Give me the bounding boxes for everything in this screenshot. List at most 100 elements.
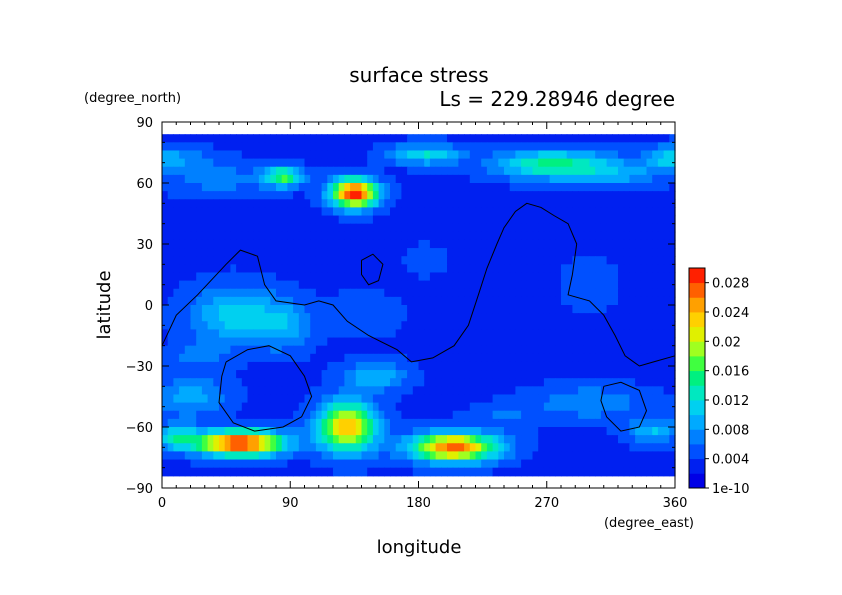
heat-cell-2385	[418, 345, 425, 355]
heat-cell-3191	[395, 418, 402, 428]
heat-cell-953	[464, 215, 471, 225]
heat-cell-472	[287, 174, 294, 184]
heat-cell-135	[418, 142, 425, 152]
heat-cell-1903	[236, 305, 243, 314]
heat-cell-685	[475, 191, 482, 200]
heat-cell-1179	[213, 239, 220, 249]
heat-cell-471	[281, 174, 288, 184]
heat-cell-3448	[321, 443, 328, 452]
heat-cell-3370	[390, 435, 397, 444]
heat-cell-2423	[635, 345, 642, 355]
heat-cell-2948	[549, 394, 556, 404]
heat-cell-2523	[179, 361, 186, 371]
heat-cell-3522	[230, 451, 237, 461]
heat-cell-550	[219, 183, 226, 192]
heat-cell-2054	[583, 313, 591, 322]
heat-cell-3689	[669, 459, 676, 469]
heat-cell-1657	[372, 280, 380, 290]
heat-cell-2707	[201, 378, 209, 387]
heat-cell-3777	[657, 467, 665, 477]
heat-cell-3034	[526, 402, 534, 412]
heat-cell-799	[612, 199, 619, 208]
heat-cell-1902	[230, 305, 237, 314]
heat-cell-28	[321, 134, 328, 143]
heat-cell-53	[464, 134, 471, 143]
heat-cell-2404	[526, 345, 534, 355]
heat-cell-2630	[276, 370, 283, 379]
heat-cell-3250	[219, 427, 226, 436]
heat-cell-2815	[304, 386, 311, 396]
heat-cell-2284	[355, 337, 363, 347]
heat-cell-2905	[304, 394, 311, 404]
heat-cell-1545	[247, 272, 254, 282]
heat-cell-3566	[481, 451, 488, 461]
heat-cell-1120	[390, 231, 397, 241]
heat-cell-1626	[196, 280, 203, 290]
heat-cell-1904	[241, 305, 249, 314]
heat-cell-3232	[629, 418, 636, 428]
heat-cell-2185	[304, 329, 311, 339]
heat-cell-1708	[663, 280, 670, 290]
heat-cell-1490	[447, 264, 454, 274]
heat-cell-2061	[623, 313, 630, 322]
heat-cell-778	[492, 199, 499, 208]
heat-cell-248	[549, 150, 556, 160]
heat-cell-3188	[378, 418, 385, 428]
heat-cell-1351	[167, 256, 174, 265]
heat-cell-2264	[241, 337, 249, 347]
heat-cell-2819	[327, 386, 334, 396]
heat-cell-3436	[253, 443, 260, 452]
heat-cell-1958	[549, 305, 556, 314]
y-axis-units: (degree_north)	[84, 91, 181, 106]
heat-cell-3326	[652, 427, 659, 436]
heat-cell-1454	[241, 264, 249, 274]
heat-cell-587	[429, 183, 437, 192]
heat-cell-5	[190, 134, 197, 143]
heat-cell-2401	[509, 345, 516, 355]
heat-cell-61	[509, 134, 516, 143]
heat-cell-1967	[600, 305, 608, 314]
heat-cell-1464	[298, 264, 306, 274]
heat-cell-610	[561, 183, 568, 192]
heat-cell-946	[424, 215, 431, 225]
heat-cell-3088	[321, 410, 328, 420]
heat-cell-3419	[669, 435, 676, 444]
heat-cell-921	[281, 215, 288, 225]
heat-cell-3102	[401, 410, 408, 420]
heat-cell-2004	[298, 313, 306, 322]
heat-cell-2180	[276, 329, 283, 339]
heat-cell-277	[201, 158, 209, 168]
heat-cell-1079	[669, 223, 676, 233]
heat-cell-2439	[213, 353, 220, 363]
heat-cell-3724	[355, 467, 363, 477]
heat-cell-3307	[543, 427, 551, 436]
heat-cell-3341	[224, 435, 231, 444]
heat-cell-2356	[253, 345, 260, 355]
heat-cell-3373	[407, 435, 414, 444]
heat-cell-1805	[190, 296, 197, 306]
heat-cell-1133	[464, 231, 471, 241]
heat-cell-2028	[435, 313, 442, 322]
heat-cell-713	[635, 191, 642, 200]
heat-cell-2088	[264, 321, 271, 330]
heat-cell-729	[213, 199, 220, 208]
heat-cell-2782	[629, 378, 636, 387]
heat-cell-3026	[481, 402, 488, 412]
heat-cell-3474	[469, 443, 477, 452]
heat-cell-1962	[572, 305, 579, 314]
heat-cell-3416	[652, 435, 659, 444]
heat-cell-1923	[350, 305, 357, 314]
heat-cell-85	[646, 134, 653, 143]
heat-cell-2516	[652, 353, 659, 363]
heat-cell-250	[561, 150, 568, 160]
heat-cell-1468	[321, 264, 328, 274]
heat-cell-2682	[572, 370, 579, 379]
heat-cell-2334	[640, 337, 648, 347]
heat-cell-1774	[526, 288, 534, 298]
heat-cell-3618	[264, 459, 271, 469]
heat-cell-3374	[412, 435, 420, 444]
heat-cell-3164	[241, 418, 249, 428]
heat-cell-1128	[435, 231, 442, 241]
heat-cell-3116	[481, 410, 488, 420]
topography-contours	[161, 202, 676, 432]
